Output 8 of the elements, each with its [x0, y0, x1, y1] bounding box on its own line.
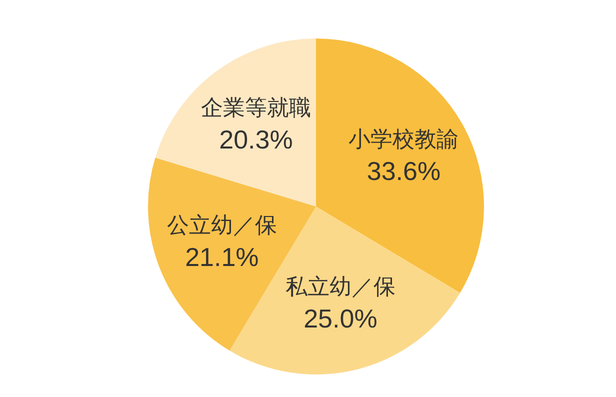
data-label: 20.3% — [219, 124, 293, 155]
data-label: 33.6% — [366, 156, 441, 186]
data-label: 21.1% — [185, 242, 259, 272]
slice-label: 公立幼／保 — [166, 213, 277, 238]
slice-label: 私立幼／保 — [285, 275, 396, 300]
slice-label: 小学校教諭 — [348, 128, 459, 153]
slice-label: 企業等就職 — [200, 96, 311, 122]
data-label: 25.0% — [304, 303, 378, 334]
